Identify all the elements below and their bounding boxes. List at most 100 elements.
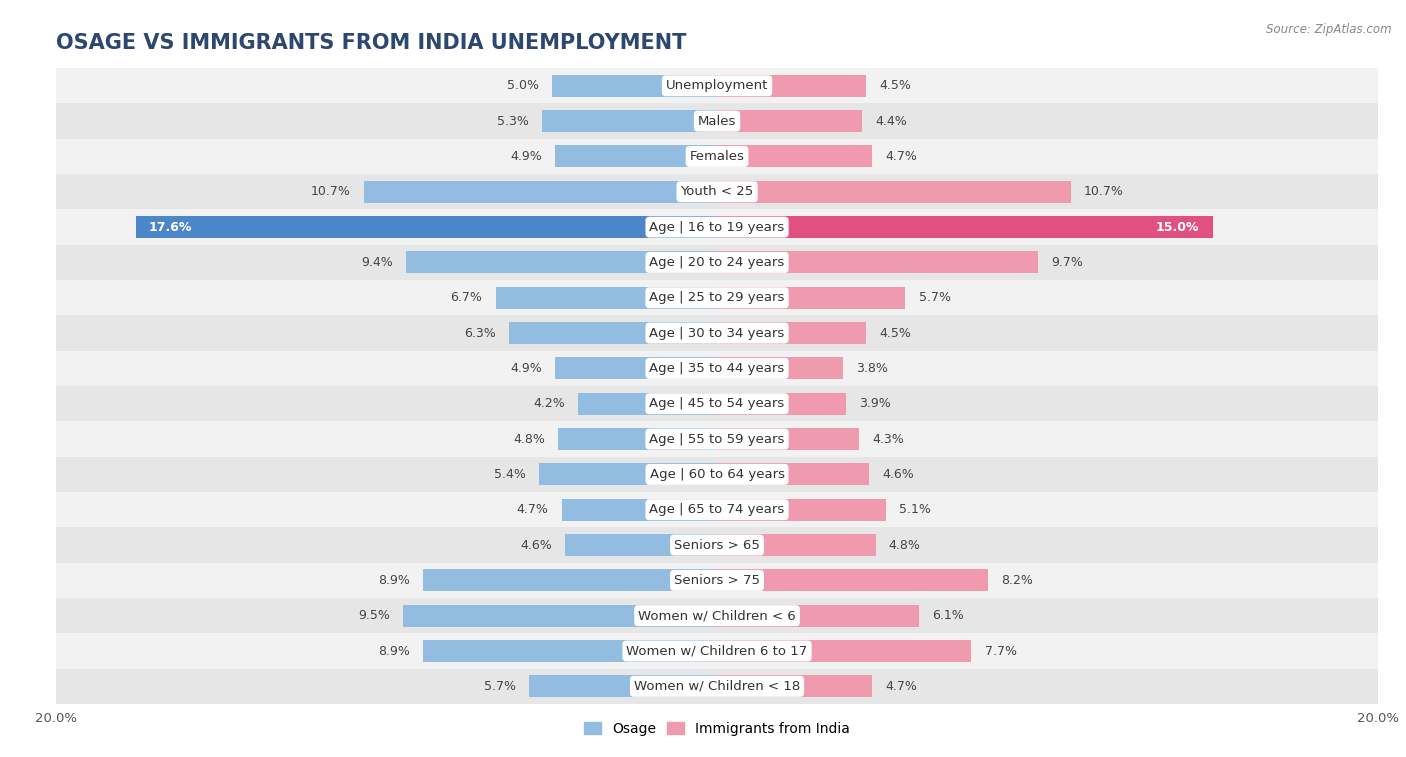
Text: Women w/ Children < 6: Women w/ Children < 6 <box>638 609 796 622</box>
Bar <box>529 675 717 697</box>
Text: Age | 16 to 19 years: Age | 16 to 19 years <box>650 220 785 234</box>
Text: Females: Females <box>689 150 745 163</box>
Bar <box>56 68 1378 104</box>
Bar <box>56 598 1378 634</box>
Text: Age | 35 to 44 years: Age | 35 to 44 years <box>650 362 785 375</box>
Text: 3.9%: 3.9% <box>859 397 891 410</box>
Text: Women w/ Children 6 to 17: Women w/ Children 6 to 17 <box>627 644 807 658</box>
Text: 8.2%: 8.2% <box>1001 574 1033 587</box>
Text: 4.7%: 4.7% <box>886 150 918 163</box>
Text: 4.3%: 4.3% <box>872 432 904 446</box>
Text: 4.7%: 4.7% <box>516 503 548 516</box>
Bar <box>56 139 1378 174</box>
Text: 15.0%: 15.0% <box>1156 220 1199 234</box>
Text: Age | 65 to 74 years: Age | 65 to 74 years <box>650 503 785 516</box>
Text: Age | 30 to 34 years: Age | 30 to 34 years <box>650 326 785 340</box>
Text: Males: Males <box>697 114 737 128</box>
Bar <box>56 174 1378 210</box>
Bar <box>717 428 859 450</box>
Text: 9.4%: 9.4% <box>361 256 394 269</box>
Bar <box>56 350 1378 386</box>
Text: 4.9%: 4.9% <box>510 150 541 163</box>
Bar <box>717 251 1038 273</box>
Bar <box>717 675 872 697</box>
Text: Seniors > 75: Seniors > 75 <box>673 574 761 587</box>
Text: 6.7%: 6.7% <box>450 291 482 304</box>
Bar <box>538 463 717 485</box>
Text: 7.7%: 7.7% <box>984 644 1017 658</box>
Bar <box>406 251 717 273</box>
Text: 5.4%: 5.4% <box>494 468 526 481</box>
Text: 4.9%: 4.9% <box>510 362 541 375</box>
Bar <box>56 492 1378 528</box>
Text: 5.0%: 5.0% <box>506 79 538 92</box>
Bar <box>558 428 717 450</box>
Bar <box>56 245 1378 280</box>
Bar <box>56 280 1378 316</box>
Bar <box>56 386 1378 422</box>
Bar <box>717 357 842 379</box>
Bar <box>551 75 717 97</box>
Bar <box>56 634 1378 668</box>
Text: 6.3%: 6.3% <box>464 326 496 340</box>
Text: 5.1%: 5.1% <box>898 503 931 516</box>
Bar <box>562 499 717 521</box>
Bar <box>364 181 717 203</box>
Bar <box>578 393 717 415</box>
Text: 5.3%: 5.3% <box>496 114 529 128</box>
Text: Age | 60 to 64 years: Age | 60 to 64 years <box>650 468 785 481</box>
Bar <box>56 316 1378 350</box>
Bar <box>135 217 717 238</box>
Bar <box>717 145 872 167</box>
Legend: Osage, Immigrants from India: Osage, Immigrants from India <box>579 716 855 742</box>
Text: 10.7%: 10.7% <box>1084 185 1123 198</box>
Bar <box>717 499 886 521</box>
Bar <box>56 104 1378 139</box>
Text: 4.5%: 4.5% <box>879 326 911 340</box>
Bar <box>509 322 717 344</box>
Text: Age | 55 to 59 years: Age | 55 to 59 years <box>650 432 785 446</box>
Text: 4.7%: 4.7% <box>886 680 918 693</box>
Text: 4.5%: 4.5% <box>879 79 911 92</box>
Text: Seniors > 65: Seniors > 65 <box>673 538 761 552</box>
Bar <box>541 111 717 132</box>
Text: 6.1%: 6.1% <box>932 609 963 622</box>
Bar <box>56 456 1378 492</box>
Text: Age | 20 to 24 years: Age | 20 to 24 years <box>650 256 785 269</box>
Text: 4.6%: 4.6% <box>520 538 551 552</box>
Text: 4.6%: 4.6% <box>883 468 914 481</box>
Text: 8.9%: 8.9% <box>378 644 409 658</box>
Bar <box>717 75 866 97</box>
Text: 4.2%: 4.2% <box>533 397 565 410</box>
Text: 4.4%: 4.4% <box>876 114 907 128</box>
Bar <box>717 569 988 591</box>
Bar <box>717 463 869 485</box>
Text: OSAGE VS IMMIGRANTS FROM INDIA UNEMPLOYMENT: OSAGE VS IMMIGRANTS FROM INDIA UNEMPLOYM… <box>56 33 686 53</box>
Text: Unemployment: Unemployment <box>666 79 768 92</box>
Text: 5.7%: 5.7% <box>918 291 950 304</box>
Bar <box>56 562 1378 598</box>
Text: 4.8%: 4.8% <box>513 432 546 446</box>
Bar <box>423 640 717 662</box>
Bar <box>555 357 717 379</box>
Bar <box>717 640 972 662</box>
Text: 8.9%: 8.9% <box>378 574 409 587</box>
Text: 10.7%: 10.7% <box>311 185 350 198</box>
Text: 9.5%: 9.5% <box>359 609 389 622</box>
Bar <box>56 210 1378 245</box>
Bar <box>717 393 846 415</box>
Bar <box>404 605 717 627</box>
Text: Age | 25 to 29 years: Age | 25 to 29 years <box>650 291 785 304</box>
Text: 4.8%: 4.8% <box>889 538 921 552</box>
Bar <box>717 534 876 556</box>
Bar <box>496 287 717 309</box>
Text: 9.7%: 9.7% <box>1050 256 1083 269</box>
Text: Women w/ Children < 18: Women w/ Children < 18 <box>634 680 800 693</box>
Bar <box>56 528 1378 562</box>
Bar <box>423 569 717 591</box>
Bar <box>717 181 1070 203</box>
Bar <box>56 668 1378 704</box>
Text: 3.8%: 3.8% <box>856 362 887 375</box>
Bar <box>717 322 866 344</box>
Bar <box>717 605 918 627</box>
